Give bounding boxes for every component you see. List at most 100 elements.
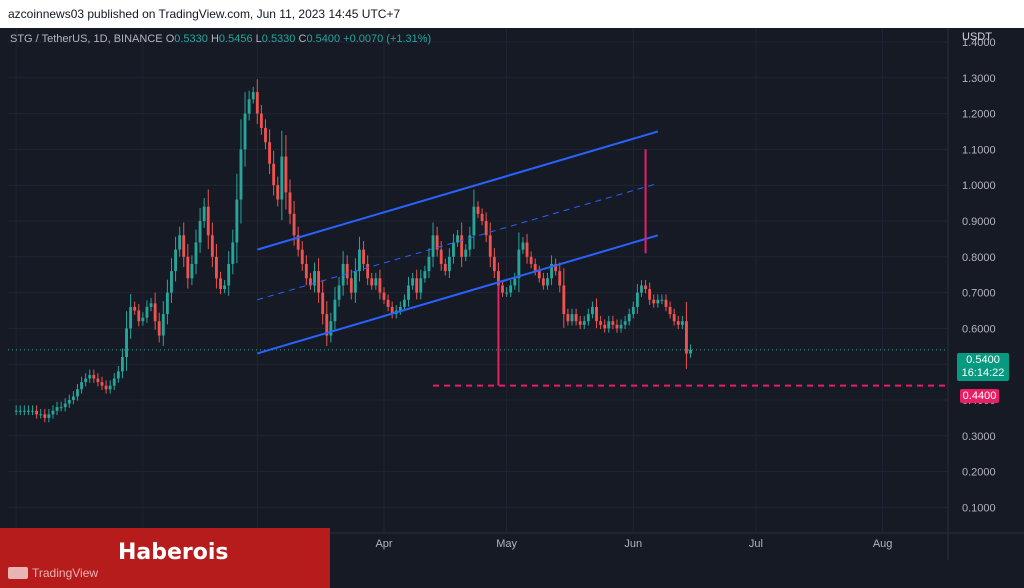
candle-body xyxy=(67,400,71,404)
axis-unit-label[interactable]: USDT xyxy=(962,31,992,43)
channel-lower-line xyxy=(257,234,659,355)
candle-body xyxy=(415,278,419,293)
candle-body xyxy=(186,256,190,279)
candle-body xyxy=(31,410,34,412)
candle-body xyxy=(460,235,464,257)
candle-body xyxy=(431,235,435,257)
candle-body xyxy=(562,285,566,315)
y-tick-label: 0.9000 xyxy=(962,216,996,228)
candle-body xyxy=(18,410,22,412)
y-tick-label: 0.6000 xyxy=(962,323,996,335)
candle-body xyxy=(554,263,558,272)
candle-body xyxy=(309,278,312,286)
candle-body xyxy=(570,314,574,322)
candle-body xyxy=(76,389,79,397)
candle-body xyxy=(464,249,468,257)
candle-body xyxy=(264,127,267,143)
candle-body xyxy=(664,299,668,307)
candle-body xyxy=(509,285,513,293)
candle-body xyxy=(452,242,455,257)
candle-body xyxy=(644,285,647,290)
candle-body xyxy=(468,235,472,250)
candle-body xyxy=(586,314,590,322)
channel-middle-line xyxy=(257,182,658,301)
y-tick-label: 0.1000 xyxy=(962,502,996,514)
candle-body xyxy=(292,213,296,236)
candle-body xyxy=(353,271,357,293)
candle-body xyxy=(533,263,537,272)
candle-body xyxy=(149,303,153,307)
candle-body xyxy=(194,242,198,264)
candle-body xyxy=(337,285,341,300)
candle-body xyxy=(174,249,177,272)
candle-body xyxy=(96,378,100,383)
candle-body xyxy=(472,206,476,236)
candle-body xyxy=(407,285,410,300)
candle-body xyxy=(22,410,26,412)
y-tick-label: 0.7000 xyxy=(962,288,996,300)
candle-body xyxy=(121,357,124,372)
candle-body xyxy=(358,249,361,272)
candle-body xyxy=(398,306,402,311)
candle-body xyxy=(35,410,39,415)
candle-body xyxy=(497,271,500,286)
candle-body xyxy=(178,235,182,250)
candle-body xyxy=(27,410,30,412)
candle-body xyxy=(484,221,488,236)
candle-body xyxy=(488,235,492,257)
candle-body xyxy=(329,321,333,336)
candle-body xyxy=(284,156,288,193)
candle-body xyxy=(447,256,451,272)
candle-body xyxy=(219,278,222,290)
candle-body xyxy=(525,242,529,257)
candle-body xyxy=(672,314,676,322)
candle-body xyxy=(362,249,365,264)
candle-body xyxy=(656,299,660,304)
candle-body xyxy=(108,385,112,390)
candle-body xyxy=(231,242,235,264)
candle-body xyxy=(476,206,480,214)
candle-body xyxy=(652,299,656,304)
candle-body xyxy=(501,285,504,293)
candle-body xyxy=(272,163,276,186)
candle-body xyxy=(71,396,75,400)
x-tick-label: Aug xyxy=(873,538,893,550)
candle-body xyxy=(480,213,484,221)
candle-body xyxy=(550,263,553,279)
candle-body xyxy=(255,92,259,114)
candle-body xyxy=(55,407,59,411)
candle-body xyxy=(443,263,447,272)
tradingview-logo[interactable]: TradingView xyxy=(8,564,98,582)
candle-body xyxy=(541,278,545,286)
candle-body xyxy=(419,278,423,293)
candle-body xyxy=(112,378,116,386)
y-tick-label: 0.3000 xyxy=(962,431,996,443)
candle-body xyxy=(582,321,586,325)
candle-body xyxy=(206,206,210,236)
candle-body xyxy=(648,289,652,300)
candle-body xyxy=(39,414,43,416)
change-value: +0.0070 (+1.31%) xyxy=(343,33,432,45)
y-tick-label: 1.3000 xyxy=(962,73,996,85)
candle-body xyxy=(47,414,51,418)
bar-countdown: 16:14:22 xyxy=(961,367,1005,379)
candle-body xyxy=(366,263,370,279)
candle-body xyxy=(456,235,459,243)
candle-body xyxy=(92,374,96,379)
candle-body xyxy=(182,235,186,257)
candle-body xyxy=(14,410,18,412)
candle-body xyxy=(599,321,603,325)
candle-body xyxy=(386,299,390,307)
candle-body xyxy=(153,303,157,322)
candle-body xyxy=(492,256,496,272)
candle-body xyxy=(198,221,202,243)
symbol-name: STG / TetherUS, 1D, BINANCE xyxy=(10,33,163,45)
candle-body xyxy=(223,285,227,290)
candle-body xyxy=(435,235,439,250)
symbol-legend: STG / TetherUS, 1D, BINANCE O0.5330 H0.5… xyxy=(10,33,431,45)
candle-body xyxy=(603,324,607,329)
candle-body xyxy=(595,306,598,322)
price-chart[interactable]: 0.10000.20000.30000.40000.50000.60000.70… xyxy=(0,28,1024,588)
candle-body xyxy=(668,306,672,315)
candle-body xyxy=(558,271,562,286)
